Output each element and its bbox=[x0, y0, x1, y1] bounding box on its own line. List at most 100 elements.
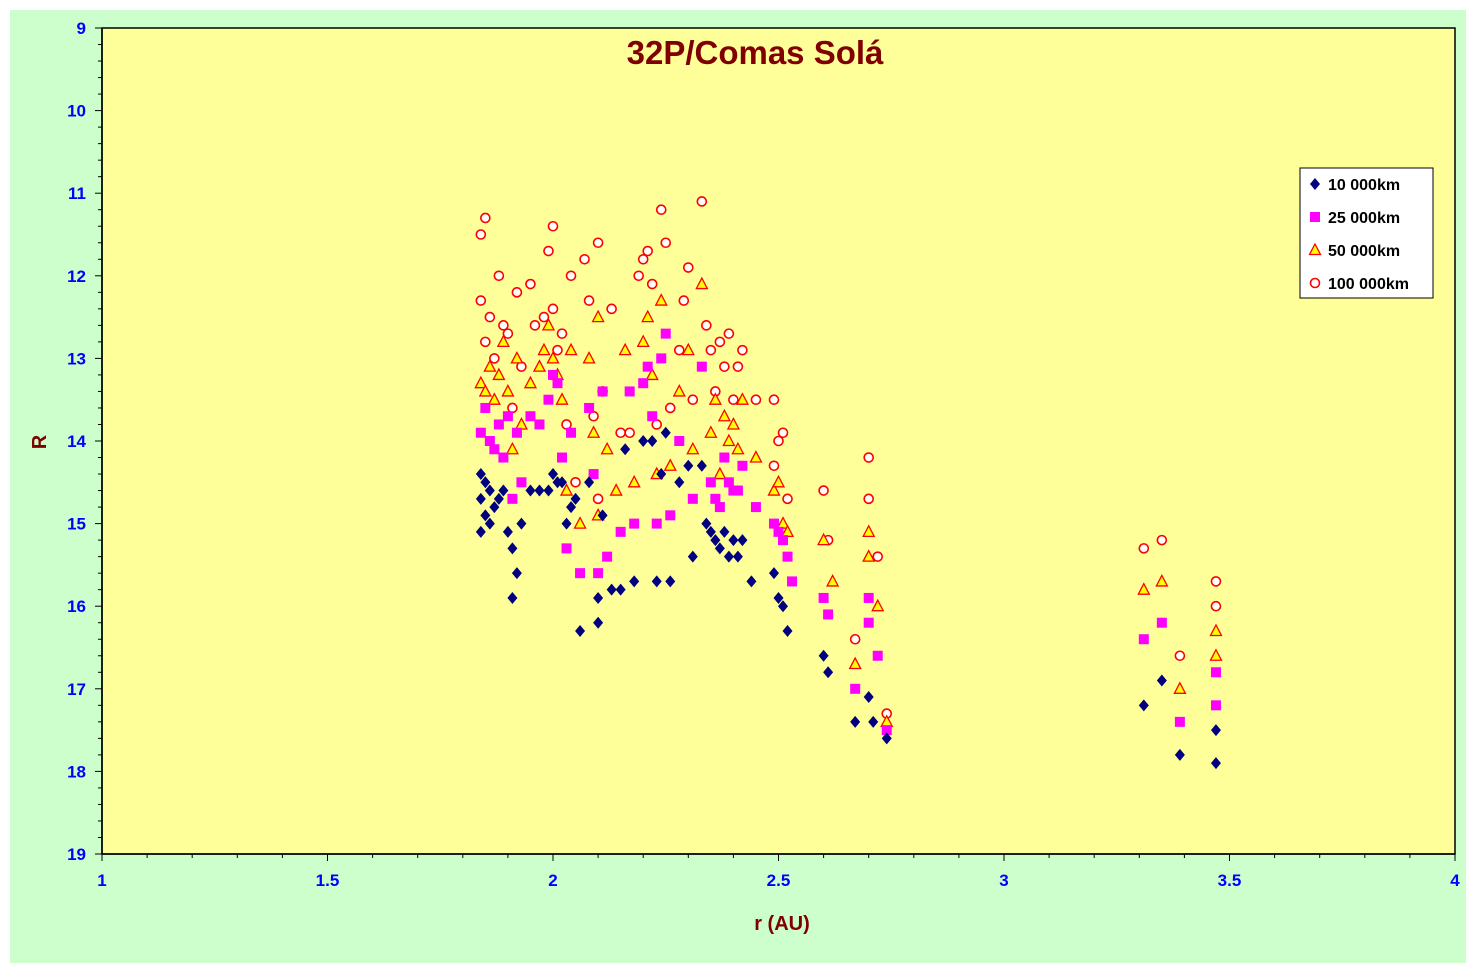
data-point bbox=[474, 375, 488, 389]
data-point bbox=[638, 378, 649, 389]
data-point bbox=[493, 270, 505, 282]
data-point bbox=[475, 229, 487, 240]
data-point bbox=[510, 350, 524, 364]
data-point bbox=[537, 342, 551, 356]
data-point bbox=[746, 575, 757, 588]
data-point bbox=[881, 732, 892, 745]
data-point bbox=[672, 384, 686, 397]
y-tick-label: 10 bbox=[67, 102, 86, 121]
data-point bbox=[561, 517, 572, 530]
legend-entry-label: 25 000km bbox=[1328, 210, 1400, 227]
scatter-chart: 9 10 11 12 13 14 15 16 17 18 19 1 1.5 2 2.5 3 3.5 4 32P/… bbox=[29, 19, 1460, 935]
data-point bbox=[570, 492, 581, 505]
data-point bbox=[615, 583, 626, 596]
data-point bbox=[768, 394, 780, 406]
y-tick-label: 11 bbox=[68, 184, 86, 203]
data-point bbox=[543, 484, 554, 497]
data-point bbox=[483, 359, 497, 372]
data-point bbox=[588, 410, 599, 422]
data-point bbox=[714, 502, 725, 513]
data-point bbox=[543, 245, 554, 257]
chart-area: 9 10 11 12 13 14 15 16 17 18 19 1 1.5 2 2.5 3 3.5 4 32P/… bbox=[10, 10, 1466, 963]
data-point bbox=[633, 270, 644, 282]
data-point bbox=[660, 328, 671, 339]
data-point bbox=[696, 459, 707, 472]
data-point bbox=[773, 435, 784, 447]
data-point bbox=[708, 392, 722, 405]
data-point bbox=[573, 516, 587, 529]
data-point bbox=[498, 452, 509, 463]
data-point bbox=[862, 524, 876, 538]
series-layer bbox=[474, 196, 1223, 770]
data-point bbox=[534, 484, 545, 497]
data-point bbox=[627, 474, 641, 488]
y-tick-label: 12 bbox=[67, 267, 86, 286]
y-tick-label: 17 bbox=[67, 680, 86, 699]
data-point bbox=[713, 466, 727, 480]
data-point bbox=[600, 441, 614, 455]
data-point bbox=[818, 649, 829, 662]
data-point bbox=[480, 476, 491, 489]
legend: 10 000km 25 000km 50 000km 100 000km bbox=[1299, 167, 1434, 299]
data-point bbox=[484, 436, 495, 446]
data-point bbox=[737, 534, 748, 547]
data-point bbox=[532, 359, 547, 372]
data-point bbox=[475, 525, 486, 538]
data-point bbox=[593, 616, 604, 629]
data-point bbox=[1210, 700, 1221, 711]
data-point bbox=[881, 725, 892, 736]
data-point bbox=[548, 468, 558, 481]
data-point bbox=[484, 311, 496, 323]
y-axis-title: R bbox=[29, 434, 51, 449]
data-point bbox=[588, 469, 599, 480]
data-point bbox=[516, 517, 527, 530]
data-point bbox=[1155, 574, 1169, 587]
data-point bbox=[541, 317, 556, 331]
x-tick-label: 1 bbox=[97, 871, 106, 890]
data-point bbox=[511, 287, 523, 298]
data-point bbox=[1138, 634, 1149, 645]
data-point bbox=[636, 334, 650, 348]
data-point bbox=[523, 375, 538, 389]
data-point bbox=[505, 441, 519, 455]
data-point bbox=[674, 476, 685, 489]
data-point bbox=[618, 342, 632, 356]
data-point bbox=[782, 624, 793, 637]
data-point bbox=[823, 609, 834, 620]
data-point bbox=[705, 344, 717, 356]
data-point bbox=[493, 419, 504, 430]
data-point bbox=[651, 518, 662, 529]
data-point bbox=[591, 309, 605, 323]
data-point bbox=[492, 367, 506, 381]
data-point bbox=[1138, 543, 1150, 554]
data-point bbox=[559, 483, 574, 496]
data-point bbox=[660, 237, 672, 249]
data-point bbox=[642, 361, 653, 372]
data-point bbox=[556, 328, 568, 339]
x-tick-label: 3 bbox=[999, 871, 1008, 890]
x-axis-title: r (AU) bbox=[754, 913, 810, 935]
data-point bbox=[647, 411, 658, 422]
y-tick-label: 14 bbox=[67, 432, 86, 451]
data-point bbox=[597, 386, 608, 397]
data-point bbox=[592, 237, 604, 249]
y-tick-label: 16 bbox=[67, 597, 86, 616]
data-point bbox=[665, 575, 676, 588]
data-point bbox=[683, 459, 694, 472]
data-point bbox=[606, 583, 617, 596]
data-point bbox=[682, 262, 694, 273]
data-point bbox=[1156, 674, 1167, 687]
data-point bbox=[587, 425, 601, 438]
data-point bbox=[872, 650, 883, 661]
data-point bbox=[507, 402, 518, 414]
data-point bbox=[1210, 576, 1222, 587]
data-point bbox=[696, 361, 707, 372]
legend-entry-label: 10 000km bbox=[1328, 177, 1400, 194]
data-point bbox=[717, 408, 731, 422]
data-point bbox=[615, 427, 626, 439]
data-point bbox=[480, 212, 491, 224]
data-point bbox=[1156, 534, 1168, 546]
data-point bbox=[498, 484, 509, 497]
data-point bbox=[655, 204, 667, 216]
data-point bbox=[475, 295, 487, 306]
